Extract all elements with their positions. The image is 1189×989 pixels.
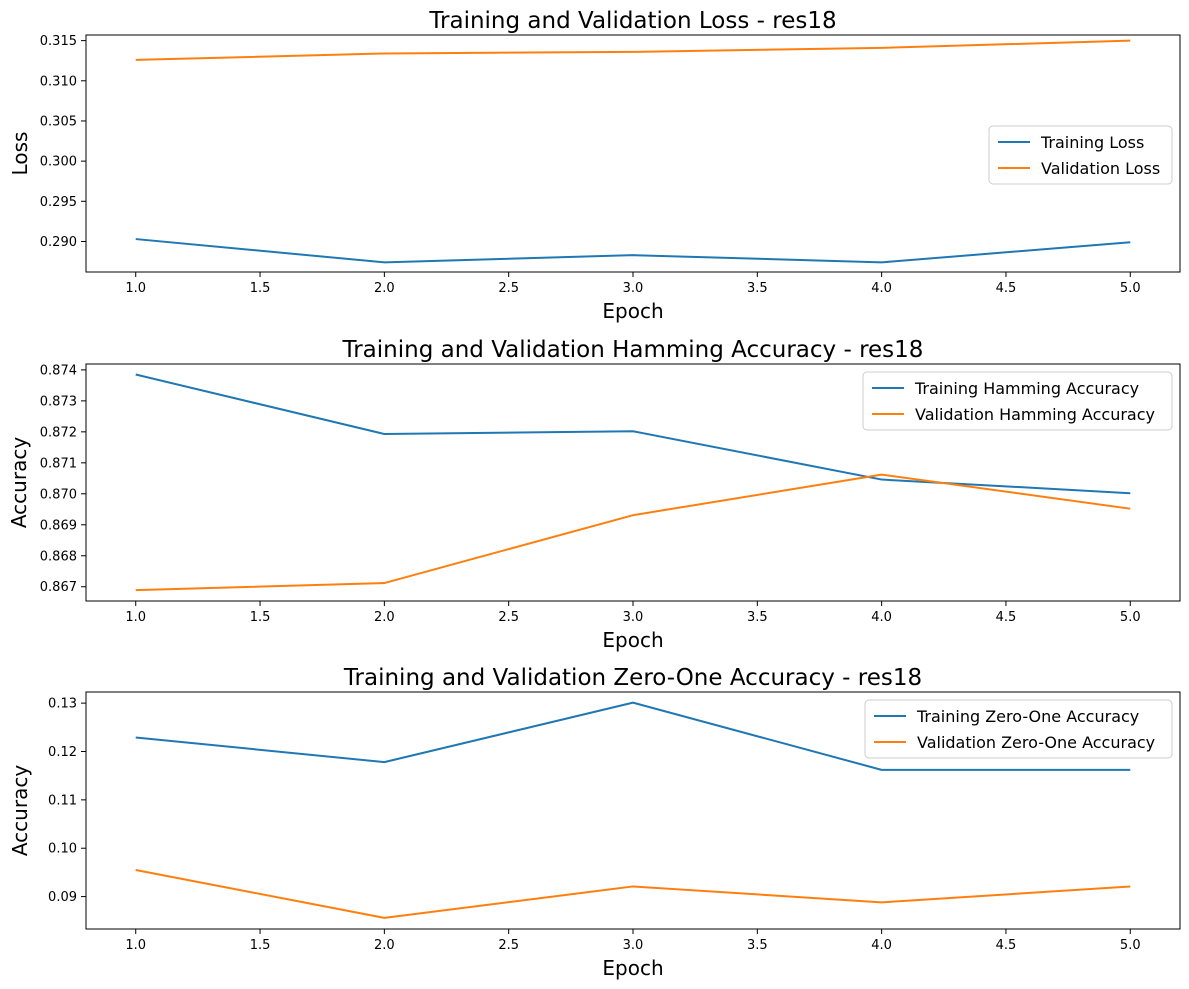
y-tick-label: 0.873 <box>40 394 77 409</box>
axes-frame <box>85 691 1181 930</box>
x-tick-label: 4.5 <box>996 610 1017 625</box>
x-tick-label: 5.0 <box>1120 281 1141 296</box>
subplot-3: Training and Validation Zero-One Accurac… <box>8 665 1181 980</box>
x-tick-label: 2.5 <box>498 610 519 625</box>
x-axis-label: Epoch <box>602 628 663 652</box>
legend-box <box>862 371 1173 431</box>
legend-box <box>988 125 1173 185</box>
x-tick-label: 2.0 <box>374 610 395 625</box>
x-tick-label: 4.0 <box>871 938 892 953</box>
y-tick-label: 0.315 <box>40 34 77 49</box>
chart-title: Training and Validation Hamming Accuracy… <box>342 337 924 363</box>
x-tick-label: 2.0 <box>374 938 395 953</box>
y-tick-label: 0.870 <box>40 487 77 502</box>
y-tick-label: 0.295 <box>40 195 77 210</box>
x-tick-label: 5.0 <box>1120 610 1141 625</box>
x-tick-label: 4.5 <box>996 281 1017 296</box>
y-tick-label: 0.871 <box>40 456 77 471</box>
y-tick-label: 0.13 <box>48 697 77 712</box>
x-tick-label: 1.0 <box>125 938 146 953</box>
x-tick-label: 1.5 <box>250 610 271 625</box>
y-tick-label: 0.872 <box>40 425 77 440</box>
axes-frame <box>85 363 1181 602</box>
legend-label: Validation Loss <box>1041 159 1160 178</box>
y-tick-label: 0.310 <box>40 74 77 89</box>
x-tick-label: 3.0 <box>623 610 644 625</box>
x-axis-label: Epoch <box>602 299 663 323</box>
x-tick-label: 3.5 <box>747 281 768 296</box>
y-axis-label: Loss <box>8 132 32 176</box>
x-tick-label: 3.5 <box>747 610 768 625</box>
y-tick-label: 0.10 <box>48 842 77 857</box>
y-tick-label: 0.867 <box>40 580 77 595</box>
y-tick-label: 0.869 <box>40 518 77 533</box>
legend-label: Training Loss <box>1040 133 1144 152</box>
legend-label: Training Zero-One Accuracy <box>916 707 1139 726</box>
legend-label: Training Hamming Accuracy <box>914 379 1139 398</box>
legend: Training Loss Validation Loss <box>988 125 1173 185</box>
y-tick-label: 0.305 <box>40 114 77 129</box>
x-tick-label: 1.5 <box>250 938 271 953</box>
subplot-2: Training and Validation Hamming Accuracy… <box>7 337 1181 652</box>
y-tick-label: 0.09 <box>48 890 77 905</box>
y-tick-label: 0.11 <box>48 793 77 808</box>
x-tick-label: 3.0 <box>623 281 644 296</box>
x-tick-label: 5.0 <box>1120 938 1141 953</box>
x-tick-label: 1.5 <box>250 281 271 296</box>
x-tick-label: 4.0 <box>871 281 892 296</box>
legend-label: Validation Zero-One Accuracy <box>917 733 1155 752</box>
x-tick-label: 1.0 <box>125 610 146 625</box>
x-axis-label: Epoch <box>602 956 663 980</box>
y-tick-label: 0.12 <box>48 745 77 760</box>
x-tick-label: 4.5 <box>996 938 1017 953</box>
axes-frame <box>85 34 1181 273</box>
y-tick-label: 0.874 <box>40 363 77 378</box>
x-tick-label: 3.5 <box>747 938 768 953</box>
x-tick-label: 4.0 <box>871 610 892 625</box>
y-axis-label: Accuracy <box>7 437 31 528</box>
legend-box <box>864 699 1173 759</box>
legend-label: Validation Hamming Accuracy <box>915 405 1155 424</box>
y-tick-label: 0.868 <box>40 549 77 564</box>
y-axis-label: Accuracy <box>8 765 32 856</box>
chart-title: Training and Validation Zero-One Accurac… <box>343 665 922 691</box>
x-tick-label: 2.5 <box>498 938 519 953</box>
y-tick-label: 0.300 <box>40 155 77 170</box>
y-tick-label: 0.290 <box>40 235 77 250</box>
x-tick-label: 1.0 <box>125 281 146 296</box>
chart-title: Training and Validation Loss - res18 <box>428 8 836 34</box>
x-tick-label: 2.0 <box>374 281 395 296</box>
subplot-1: Training and Validation Loss - res18 1.0 1… <box>8 8 1181 323</box>
x-tick-label: 3.0 <box>623 938 644 953</box>
legend: Training Zero-One Accuracy Validation Zer… <box>864 699 1173 759</box>
legend: Training Hamming Accuracy Validation Hamm… <box>862 371 1173 431</box>
x-tick-label: 2.5 <box>498 281 519 296</box>
